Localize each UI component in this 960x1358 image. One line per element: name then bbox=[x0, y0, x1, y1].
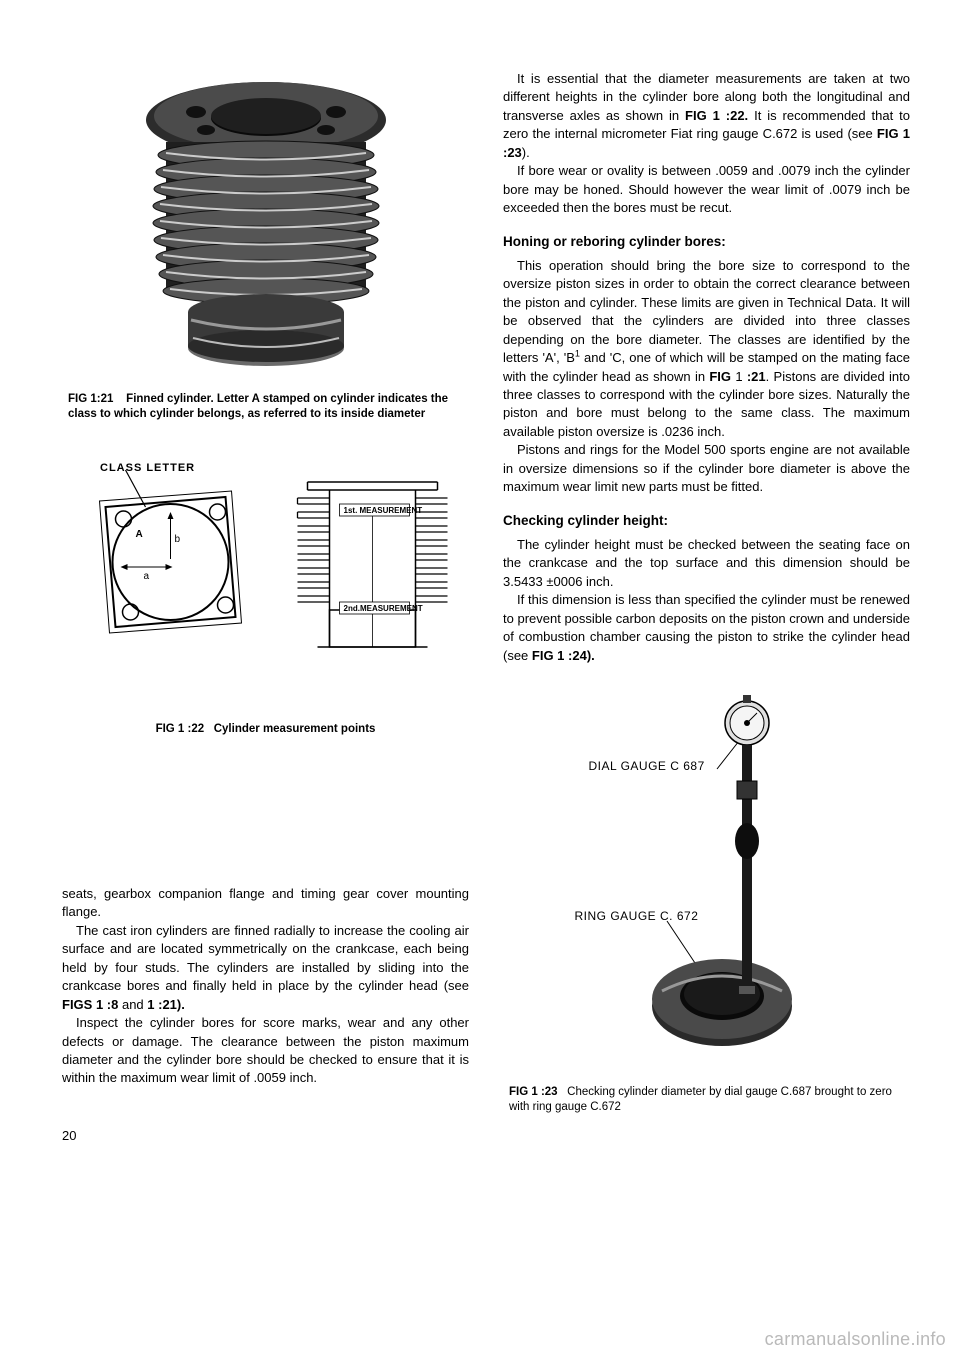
fig-123-caption: FIG 1 :23 Checking cylinder diameter by … bbox=[503, 1085, 910, 1115]
subheading-honing: Honing or reboring cylinder bores: bbox=[503, 232, 910, 251]
dial-gauge-label: DIAL GAUGE C 687 bbox=[589, 759, 705, 773]
svg-text:a: a bbox=[144, 571, 150, 582]
right-p2: If bore wear or ovality is between .0059… bbox=[503, 162, 910, 217]
fig-121-caption-prefix: FIG 1:21 bbox=[68, 393, 113, 405]
ring-gauge-label: RING GAUGE C. 672 bbox=[575, 909, 699, 923]
subheading-height: Checking cylinder height: bbox=[503, 511, 910, 530]
right-p1: It is essential that the diameter measur… bbox=[503, 70, 910, 162]
fig-122-caption-prefix: FIG 1 :22 bbox=[156, 723, 205, 735]
right-p4: Pistons and rings for the Model 500 spor… bbox=[503, 441, 910, 496]
right-column: It is essential that the diameter measur… bbox=[503, 70, 910, 1143]
fig-123-caption-body: Checking cylinder diameter by dial gauge… bbox=[509, 1086, 892, 1113]
svg-text:A: A bbox=[136, 529, 143, 540]
cylinder-svg bbox=[111, 70, 421, 380]
fig-123-container: DIAL GAUGE C 687 RING GAUGE C. 672 bbox=[503, 691, 910, 1071]
page-container: FIG 1:21 Finned cylinder. Letter A stamp… bbox=[0, 0, 960, 1173]
second-meas-text: 2nd.MEASUREMENT bbox=[344, 604, 423, 613]
left-p3: Inspect the cylinder bores for score mar… bbox=[62, 1014, 469, 1088]
fig-121-caption-body: Finned cylinder. Letter A stamped on cyl… bbox=[68, 393, 448, 420]
left-p1: seats, gearbox companion flange and timi… bbox=[62, 885, 469, 922]
right-body-text: It is essential that the diameter measur… bbox=[503, 70, 910, 665]
left-p2: The cast iron cylinders are finned radia… bbox=[62, 922, 469, 1014]
fig-122-caption: FIG 1 :22 Cylinder measurement points bbox=[62, 722, 469, 737]
right-p5: The cylinder height must be checked betw… bbox=[503, 536, 910, 591]
fig-122-caption-body: Cylinder measurement points bbox=[214, 723, 376, 735]
right-p3: This operation should bring the bore siz… bbox=[503, 257, 910, 442]
fig-121-image bbox=[62, 70, 469, 380]
first-meas-text: 1st. MEASUREMENT bbox=[344, 506, 423, 515]
fig-123-image: DIAL GAUGE C 687 RING GAUGE C. 672 bbox=[567, 691, 847, 1071]
left-column: FIG 1:21 Finned cylinder. Letter A stamp… bbox=[62, 70, 469, 1143]
fig-123-caption-prefix: FIG 1 :23 bbox=[509, 1086, 558, 1098]
fig-123-svg bbox=[567, 691, 847, 1071]
fig-122-svg: A b a bbox=[62, 462, 469, 692]
left-body-text: seats, gearbox companion flange and timi… bbox=[62, 885, 469, 1088]
right-p6: If this dimension is less than specified… bbox=[503, 591, 910, 665]
svg-text:b: b bbox=[175, 534, 181, 545]
class-letter-label: CLASS LETTER bbox=[100, 462, 195, 474]
fig-122-diagram: CLASS LETTER A bbox=[62, 462, 469, 712]
page-number: 20 bbox=[62, 1128, 469, 1143]
watermark: carmanualsonline.info bbox=[765, 1329, 946, 1350]
left-spacer bbox=[62, 765, 469, 885]
cylinder-photo bbox=[111, 70, 421, 380]
fig-121-caption: FIG 1:21 Finned cylinder. Letter A stamp… bbox=[62, 392, 469, 422]
